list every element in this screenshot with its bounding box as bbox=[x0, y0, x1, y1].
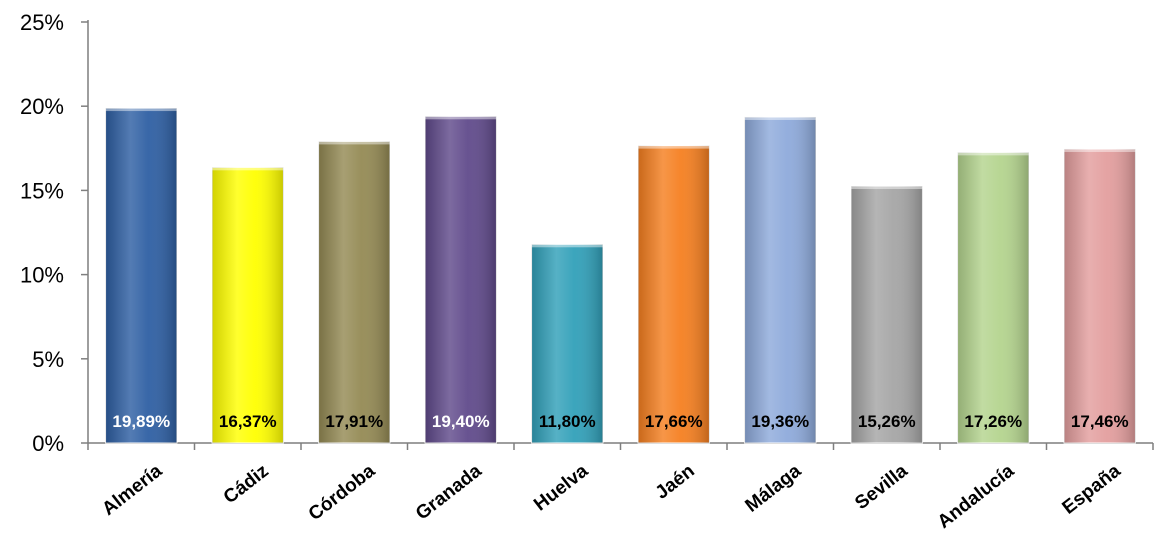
category-label: España bbox=[1059, 460, 1126, 518]
y-tick-label: 0% bbox=[32, 431, 64, 456]
category-labels: Almería Cádiz Córdoba Granada Huelva Jaén Mála… bbox=[98, 460, 1125, 533]
bar bbox=[105, 107, 178, 444]
bar-shine bbox=[318, 141, 390, 443]
bar-top-edge bbox=[957, 152, 1029, 156]
bar-shine bbox=[638, 145, 710, 444]
category-label: Málaga bbox=[742, 460, 806, 516]
data-labels: 19,89% 16,37% 17,91% 19,40% 11,80% 17,66% 19,3… bbox=[112, 412, 1128, 431]
bar-shine bbox=[744, 116, 816, 443]
y-tick-label: 5% bbox=[32, 347, 64, 372]
y-tick-label: 15% bbox=[20, 178, 64, 203]
data-label: 17,46% bbox=[1071, 412, 1129, 431]
bar-shine bbox=[1064, 148, 1136, 443]
bar-top-edge bbox=[105, 108, 177, 112]
data-label: 19,36% bbox=[751, 412, 809, 431]
category-label: Córdoba bbox=[305, 460, 380, 525]
bar bbox=[1063, 148, 1136, 444]
y-tick-label: 10% bbox=[20, 263, 64, 288]
data-label: 19,40% bbox=[432, 412, 490, 431]
bar bbox=[744, 116, 817, 444]
bar-top-edge bbox=[638, 145, 710, 149]
category-label: Almería bbox=[98, 460, 166, 520]
bar-shine bbox=[425, 116, 497, 443]
category-label: Sevilla bbox=[851, 460, 912, 514]
bar-top-edge bbox=[212, 167, 284, 171]
data-label: 17,91% bbox=[325, 412, 383, 431]
bar bbox=[424, 115, 497, 444]
bar bbox=[637, 145, 710, 444]
category-label: Granada bbox=[412, 460, 486, 524]
bar bbox=[850, 185, 923, 444]
bar-shine bbox=[957, 152, 1029, 443]
x-axis bbox=[87, 442, 1154, 450]
data-label: 17,66% bbox=[645, 412, 703, 431]
bar-shine bbox=[212, 167, 284, 443]
bars bbox=[105, 107, 1136, 444]
data-label: 17,26% bbox=[964, 412, 1022, 431]
category-label: Jaén bbox=[652, 460, 699, 503]
category-label: Cádiz bbox=[220, 460, 273, 508]
bar-top-edge bbox=[744, 116, 816, 120]
data-label: 15,26% bbox=[858, 412, 916, 431]
bar bbox=[211, 166, 284, 444]
category-label: Huelva bbox=[530, 460, 592, 515]
bar-top-edge bbox=[425, 116, 497, 120]
bar bbox=[531, 243, 604, 444]
bar-shine bbox=[851, 186, 923, 443]
y-axis: 0% 5% 10% 15% 20% 25% bbox=[20, 10, 89, 456]
category-label: Andalucía bbox=[934, 460, 1019, 533]
data-label: 16,37% bbox=[219, 412, 277, 431]
bar-shine bbox=[531, 244, 603, 443]
bar bbox=[318, 140, 391, 444]
y-tick-label: 25% bbox=[20, 10, 64, 35]
y-tick-label: 20% bbox=[20, 94, 64, 119]
bar-top-edge bbox=[318, 141, 390, 145]
bar-shine bbox=[105, 108, 177, 443]
data-label: 11,80% bbox=[539, 412, 596, 431]
bar-top-edge bbox=[851, 186, 923, 190]
bar bbox=[957, 151, 1030, 444]
data-label: 19,89% bbox=[112, 412, 170, 431]
bar-top-edge bbox=[1064, 148, 1136, 152]
bar-top-edge bbox=[531, 244, 603, 248]
